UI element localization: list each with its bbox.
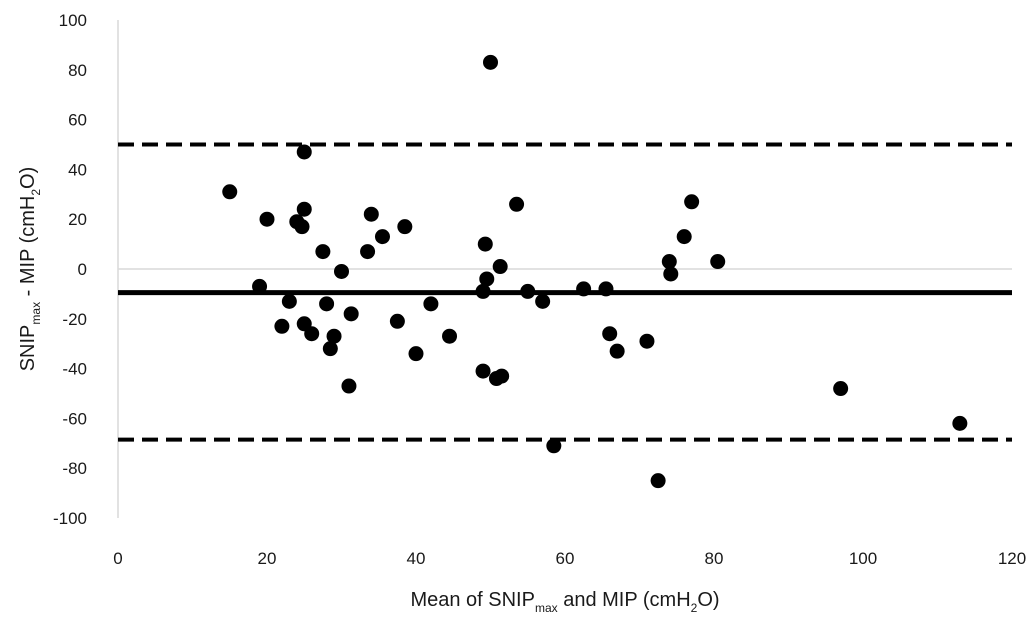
data-point (374, 229, 390, 245)
reference-lines (118, 142, 1012, 442)
y-tick-labels: 100 80 60 40 20 0 -20 -40 -60 -80 -100 (53, 11, 87, 528)
data-point (319, 296, 335, 312)
data-point (408, 346, 424, 362)
x-axis-title: Mean of SNIPmax and MIP (cmH2O) (410, 589, 719, 615)
data-point (274, 318, 290, 334)
data-point (281, 293, 297, 309)
data-point (389, 313, 405, 329)
data-point (661, 254, 677, 270)
y-tick-label: 100 (59, 11, 87, 30)
y-tick-label: 60 (68, 111, 87, 130)
data-point (397, 219, 413, 235)
data-point (639, 333, 655, 349)
data-point (650, 473, 666, 489)
data-point (423, 296, 439, 312)
data-point (294, 219, 310, 235)
y-tick-label: -60 (62, 409, 87, 428)
data-point (304, 326, 320, 342)
y-tick-label: 20 (68, 210, 87, 229)
y-tick-label: 80 (68, 61, 87, 80)
data-point (492, 259, 508, 275)
y-tick-label: -20 (62, 310, 87, 329)
data-point (343, 306, 359, 322)
y-tick-label: -80 (62, 459, 87, 478)
data-point (363, 206, 379, 222)
data-point (598, 281, 614, 297)
data-point (483, 54, 498, 70)
x-tick-labels: 0 20 40 60 80 100 120 (113, 549, 1026, 568)
data-point (475, 283, 491, 299)
data-point (602, 326, 618, 342)
y-axis-title: SNIPmax - MIP (cmH2O) (17, 167, 43, 372)
data-point (676, 229, 692, 245)
data-point (315, 244, 331, 260)
data-point (609, 343, 625, 359)
data-point (442, 328, 458, 344)
data-point (296, 144, 312, 160)
axes (117, 20, 1012, 518)
data-point (576, 281, 592, 297)
data-point (477, 236, 493, 252)
data-point (520, 283, 536, 299)
data-point (222, 184, 238, 200)
data-point (326, 328, 342, 344)
x-tick-label: 120 (998, 549, 1026, 568)
data-points (222, 54, 968, 489)
data-point (710, 254, 726, 270)
data-point (509, 196, 525, 212)
y-tick-label: 0 (78, 260, 87, 279)
data-point (479, 271, 495, 287)
data-point (663, 266, 679, 282)
data-point (252, 278, 268, 294)
data-point (684, 194, 700, 210)
data-point (475, 363, 491, 379)
y-tick-label: -40 (62, 360, 87, 379)
data-point (535, 293, 551, 309)
data-point (833, 381, 849, 397)
x-tick-label: 80 (705, 549, 724, 568)
x-tick-label: 40 (407, 549, 426, 568)
y-tick-label: 40 (68, 160, 87, 179)
data-point (494, 368, 510, 384)
data-point (360, 244, 376, 260)
y-tick-label: -100 (53, 509, 87, 528)
data-point (259, 211, 275, 227)
x-tick-label: 0 (113, 549, 122, 568)
x-tick-label: 20 (258, 549, 277, 568)
data-point (296, 201, 312, 217)
data-point (322, 341, 338, 357)
data-point (952, 415, 968, 431)
x-tick-label: 60 (556, 549, 575, 568)
data-point (546, 438, 562, 454)
data-point (341, 378, 357, 394)
data-point (334, 263, 349, 279)
x-tick-label: 100 (849, 549, 877, 568)
